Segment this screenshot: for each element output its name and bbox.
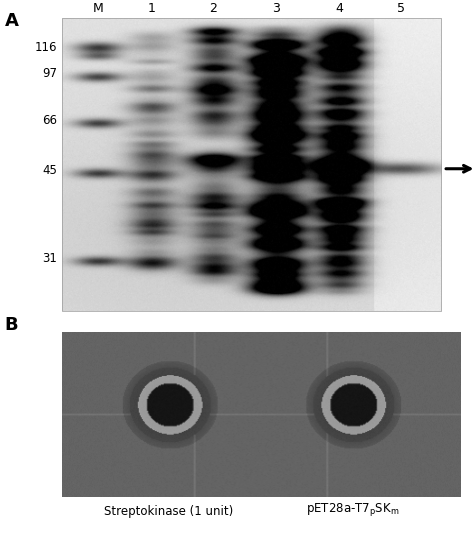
Text: pET28a-T7$_\mathrm{p}$SK$_\mathrm{m}$: pET28a-T7$_\mathrm{p}$SK$_\mathrm{m}$ [306,502,399,518]
Bar [62,18,441,311]
Text: 1: 1 [148,2,156,15]
Text: 31: 31 [42,251,57,265]
Text: 116: 116 [35,41,57,54]
Text: B: B [5,316,18,334]
Text: M: M [92,2,103,15]
Text: A: A [5,12,18,30]
Text: 2: 2 [210,2,217,15]
Text: 4: 4 [336,2,344,15]
Text: 3: 3 [273,2,281,15]
Text: 66: 66 [42,114,57,127]
Text: Streptokinase (1 unit): Streptokinase (1 unit) [104,505,234,518]
Text: 45: 45 [42,163,57,177]
Text: 97: 97 [42,67,57,80]
Text: 5: 5 [397,2,405,15]
